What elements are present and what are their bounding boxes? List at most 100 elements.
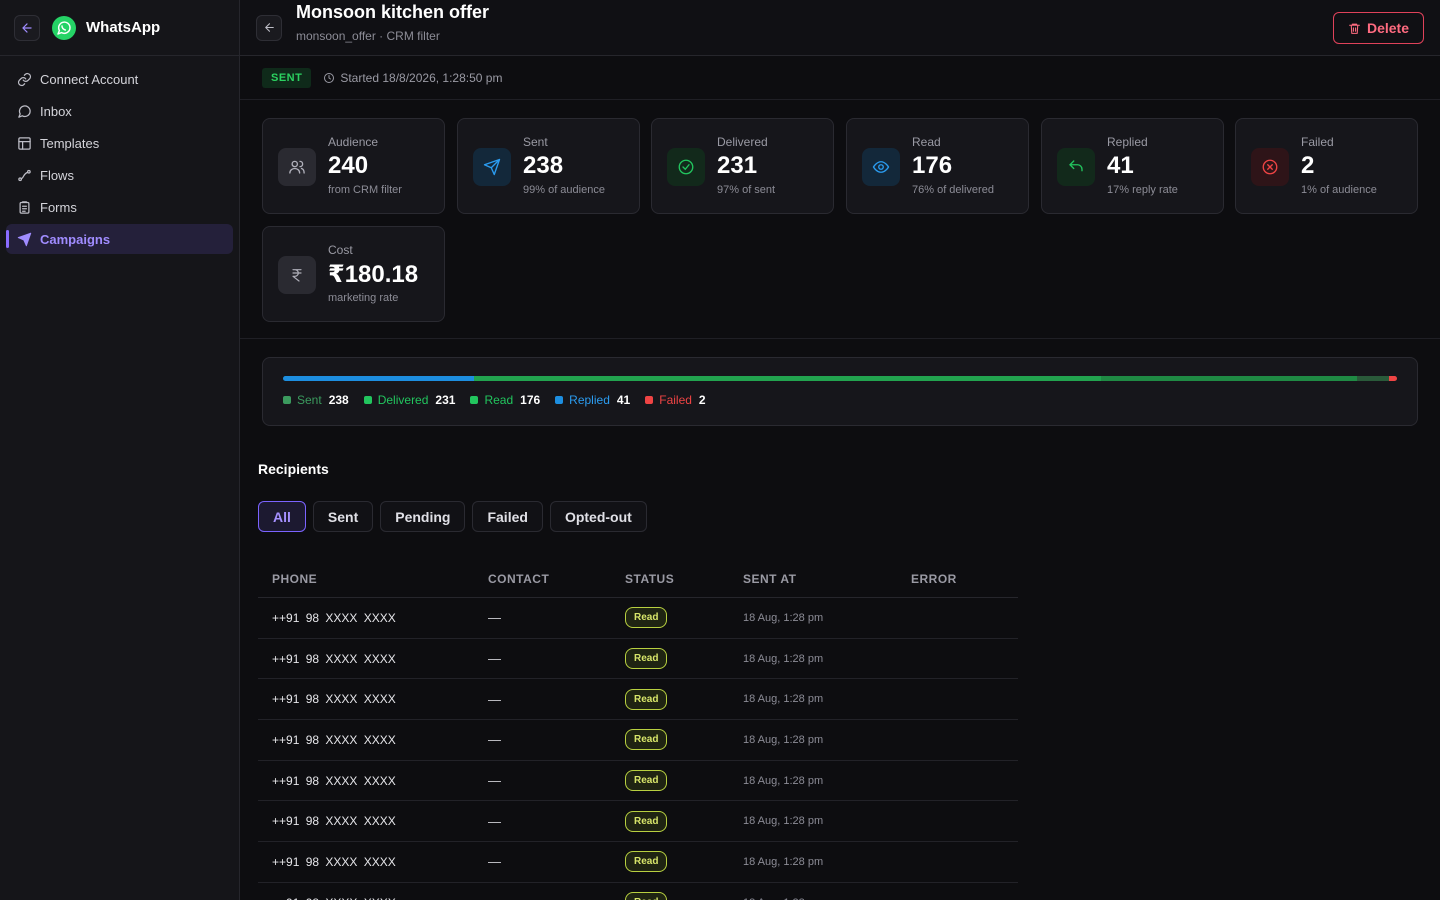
column-header-error: ERROR (911, 571, 957, 586)
tab-failed[interactable]: Failed (472, 501, 543, 532)
sidebar-item-label: Campaigns (40, 231, 111, 247)
stat-sub: from CRM filter (328, 184, 402, 196)
cell-status: Read (625, 688, 743, 710)
trash-icon (1348, 22, 1361, 35)
progress-bar (283, 376, 1397, 381)
cell-phone: ++91 98 XXXX XXXX (272, 651, 396, 666)
column-header-status: STATUS (625, 571, 675, 586)
cell-sent-at: 18 Aug, 1:28 pm (743, 815, 824, 828)
legend-value: 238 (328, 393, 349, 407)
stat-sub: marketing rate (328, 292, 399, 304)
legend-value: 231 (435, 393, 456, 407)
delete-label: Delete (1366, 20, 1409, 36)
cell-sent-at: 18 Aug, 1:28 pm (743, 897, 911, 900)
tab-opted-out[interactable]: Opted-out (549, 501, 647, 532)
status-badge: Read (625, 729, 668, 751)
sidebar-item-label: Templates (40, 135, 100, 151)
table-header: PHONE CONTACT STATUS SENT AT ERROR (258, 560, 1018, 598)
progress-segment-sent (1357, 376, 1389, 381)
table-row[interactable]: ++91 98 XXXX XXXX—Read 18 Aug, 1:28 pm (258, 883, 1018, 900)
sidebar-item-flows[interactable]: Flows (6, 160, 233, 190)
legend-label: Delivered (377, 393, 429, 407)
cell-sent-at: 18 Aug, 1:28 pm (743, 693, 824, 706)
back-button[interactable] (256, 14, 282, 41)
progress-segment-replied (283, 376, 474, 381)
page-subtitle: monsoon_offer · CRM filter (296, 29, 440, 43)
rupee-icon (278, 256, 316, 294)
chat-icon (16, 103, 32, 119)
clipboard-icon (16, 199, 32, 215)
column-header-contact: CONTACT (488, 571, 550, 586)
cell-contact: — (488, 651, 501, 667)
stat-card-sent: Sent 238 99% of audience (457, 118, 640, 214)
cell-status: Read (625, 648, 743, 670)
sidebar-item-connect-account[interactable]: Connect Account (6, 64, 233, 94)
tab-pending[interactable]: Pending (380, 501, 466, 532)
cell-phone: ++91 98 XXXX XXXX (272, 732, 396, 747)
link-icon (16, 71, 32, 87)
legend-label: Read (484, 393, 514, 407)
legend-label: Failed (659, 393, 692, 407)
stat-label: Replied (1107, 135, 1148, 149)
sidebar-item-inbox[interactable]: Inbox (6, 96, 233, 126)
progress-legend: Sent 238 Delivered 231 Read 176 Replied … (283, 393, 721, 407)
cell-contact: — (488, 895, 625, 900)
section-divider (240, 338, 1440, 339)
flow-icon (16, 167, 32, 183)
table-row[interactable]: ++91 98 XXXX XXXX — Read 18 Aug, 1:28 pm (258, 801, 1018, 843)
cell-contact: — (488, 691, 501, 707)
delivery-progress-panel: Sent 238 Delivered 231 Read 176 Replied … (262, 357, 1418, 426)
legend-swatch (470, 396, 479, 404)
cell-contact: — (488, 813, 501, 829)
stat-label: Failed (1301, 135, 1334, 149)
legend-swatch (283, 396, 291, 404)
legend-value: 41 (616, 393, 631, 407)
status-badge: Read (625, 648, 668, 670)
stat-value: ₹180.18 (328, 261, 419, 288)
arrow-left-icon (264, 23, 274, 32)
sidebar-item-templates[interactable]: Templates (6, 128, 233, 158)
sidebar: WhatsApp Connect Account Inbox Templates… (0, 0, 240, 900)
app-title: WhatsApp (86, 19, 161, 36)
cell-phone: ++91 98 XXXX XXXX (258, 896, 488, 900)
started-time: Started 18/8/2026, 1:28:50 pm (323, 71, 502, 85)
status-badge: Read (625, 607, 668, 629)
stat-card-replied: Replied 41 17% reply rate (1041, 118, 1224, 214)
started-text: Started 18/8/2026, 1:28:50 pm (340, 70, 503, 85)
legend-item-failed: Failed 2 (645, 393, 706, 407)
delete-button[interactable]: Delete (1332, 12, 1424, 44)
stat-card-audience: Audience 240 from CRM filter (262, 118, 445, 214)
stat-label: Delivered (717, 135, 768, 149)
progress-segment-failed (1389, 376, 1397, 381)
sidebar-item-label: Inbox (40, 103, 72, 119)
sidebar-back-button[interactable] (14, 14, 40, 41)
sidebar-item-forms[interactable]: Forms (6, 192, 233, 222)
send-icon (16, 231, 32, 247)
stat-sub: 1% of audience (1301, 184, 1377, 196)
sidebar-item-campaigns[interactable]: Campaigns (6, 224, 233, 254)
status-badge: Read (625, 892, 668, 900)
tab-sent[interactable]: Sent (312, 501, 374, 532)
title-wrap: Monsoon kitchen offer monsoon_offer · CR… (296, 2, 489, 43)
cell-phone: ++91 98 XXXX XXXX (272, 814, 396, 829)
cell-contact: — (488, 610, 501, 626)
cell-phone: ++91 98 XXXX XXXX (272, 692, 396, 707)
recipient-filter-tabs: All Sent Pending Failed Opted-out (258, 501, 654, 532)
stat-sub: 76% of delivered (912, 184, 994, 196)
check-circle-icon (667, 148, 705, 186)
cell-contact: — (488, 854, 501, 870)
page-title: Monsoon kitchen offer (296, 2, 489, 22)
stat-label: Sent (523, 135, 548, 149)
status-badge: Read (625, 810, 668, 832)
tab-all[interactable]: All (258, 501, 306, 532)
stat-sub: 99% of audience (523, 184, 605, 196)
status-badge: Read (625, 770, 668, 792)
column-header-phone: PHONE (272, 571, 318, 586)
stat-card-read: Read 176 76% of delivered (846, 118, 1029, 214)
